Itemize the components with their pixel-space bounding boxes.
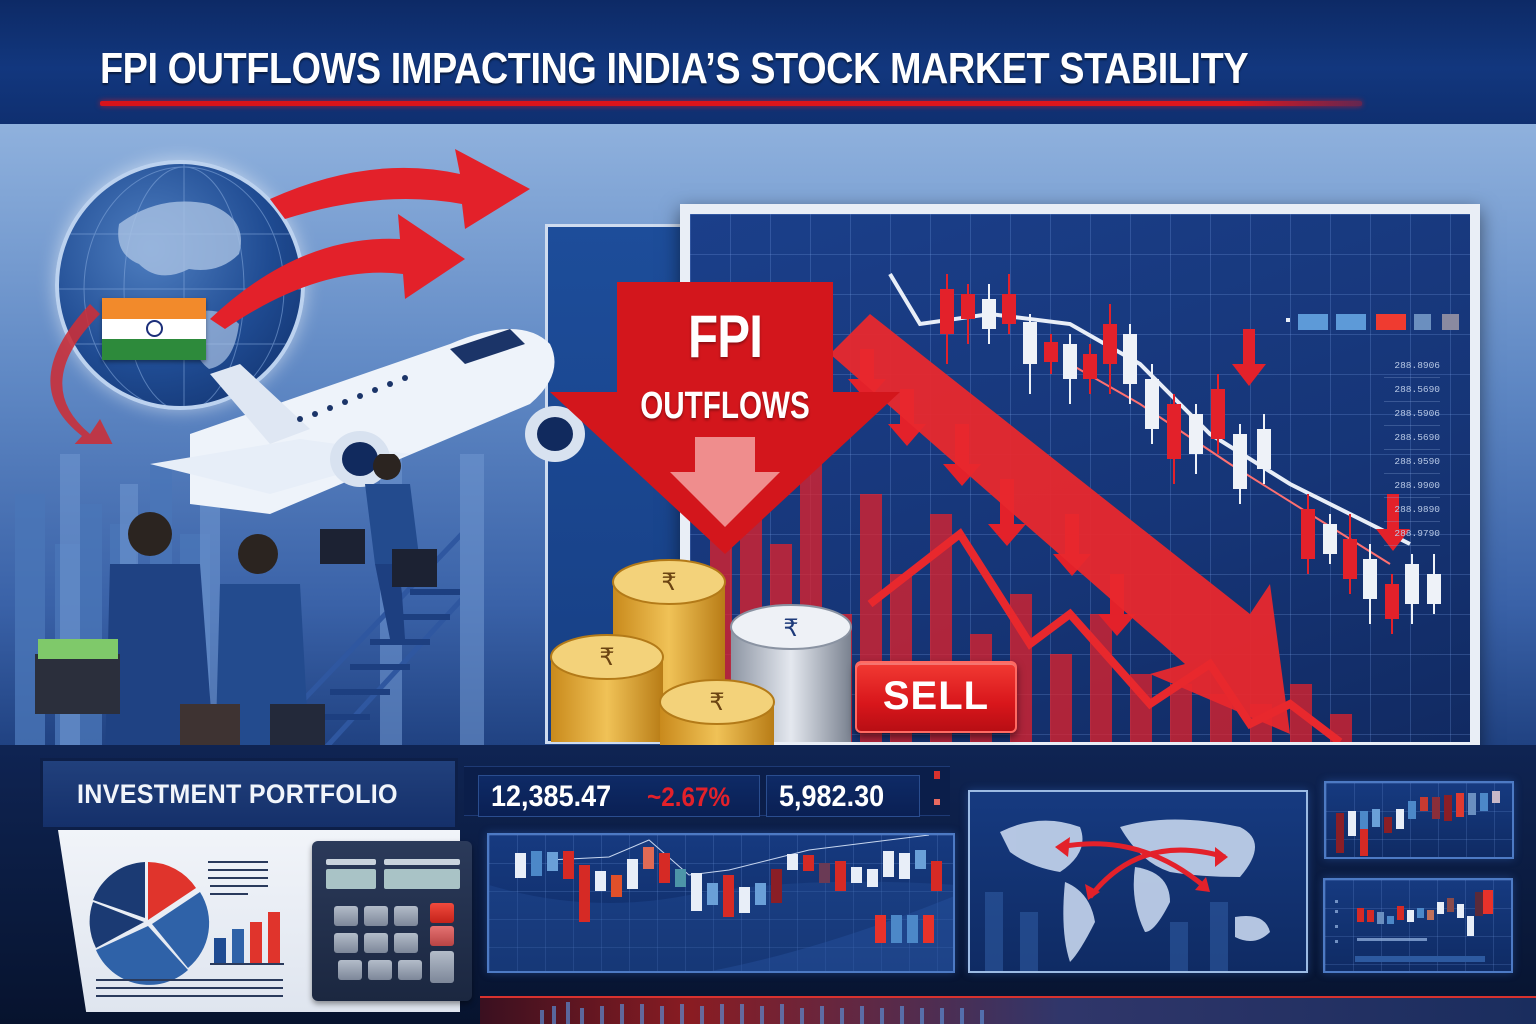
bar-chart-icon: [210, 912, 284, 965]
investor-boarding: [320, 454, 437, 639]
toolbar-button[interactable]: [1442, 314, 1459, 330]
airplane-icon: [150, 329, 585, 514]
portfolio-header: INVESTMENT PORTFOLIO: [40, 758, 458, 830]
capital-flow-arrows: [50, 149, 530, 444]
price-label: 288.9900: [1384, 474, 1440, 498]
index-change: ~2.67%: [647, 782, 731, 812]
sell-button[interactable]: SELL: [855, 661, 1017, 733]
fpi-badge-title: FPI: [687, 303, 763, 370]
india-flag-icon: [102, 298, 206, 360]
price-label: 288.8906: [1384, 354, 1440, 378]
title-underline: [100, 101, 1362, 106]
world-map-panel: [968, 790, 1308, 973]
mini-chart-bottom: [1323, 878, 1513, 973]
volume-histogram: [540, 1002, 984, 1024]
pie-chart-icon: [89, 862, 210, 985]
toolbar-button[interactable]: [1286, 318, 1290, 322]
mini-chart-top: [1324, 781, 1514, 859]
departing-investors: [35, 454, 460, 764]
fpi-outflows-badge: [550, 282, 900, 554]
chart-toolbar: [1286, 314, 1459, 334]
hero-scene: 288.8906 288.5690 288.5906 288.5690 288.…: [0, 124, 1536, 764]
toolbar-button[interactable]: [1414, 314, 1431, 330]
candlestick-mini-chart: [1336, 791, 1500, 856]
investment-portfolio-card: INVESTMENT PORTFOLIO: [40, 758, 472, 1012]
price-label: 288.5906: [1384, 402, 1440, 426]
svg-text:₹: ₹: [599, 643, 614, 671]
index-ticker[interactable]: 12,385.47 ~2.67%: [478, 775, 760, 817]
toolbar-button[interactable]: [1376, 314, 1406, 330]
fpi-badge-subtitle: OUTFLOWS: [640, 385, 810, 427]
portfolio-title: INVESTMENT PORTFOLIO: [77, 779, 398, 809]
svg-text:₹: ₹: [783, 614, 798, 642]
ticker-bar: 12,385.47 ~2.67% 5,982.30: [464, 766, 950, 817]
ticker-indicator: [934, 771, 940, 779]
candlestick-mini-chart: [1335, 890, 1493, 962]
toolbar-button[interactable]: [1298, 314, 1328, 330]
secondary-value: 5,982.30: [779, 780, 885, 813]
portfolio-charts: [89, 861, 284, 997]
price-scale: 288.8906 288.5690 288.5906 288.5690 288.…: [1384, 354, 1440, 546]
price-label: 288.5690: [1384, 378, 1440, 402]
price-label: 288.9790: [1384, 522, 1440, 546]
index-value: 12,385.47: [491, 780, 612, 813]
down-arrow-icon: [670, 437, 780, 527]
world-map-capital-flows: [985, 819, 1270, 971]
price-label: 288.5690: [1384, 426, 1440, 450]
calculator-icon: [312, 841, 472, 1001]
page-title: FPI OUTFLOWS IMPACTING INDIA’S STOCK MAR…: [100, 44, 1249, 93]
svg-text:₹: ₹: [661, 568, 676, 596]
price-label: 288.9590: [1384, 450, 1440, 474]
header-banner: FPI OUTFLOWS IMPACTING INDIA’S STOCK MAR…: [0, 0, 1536, 124]
rupee-coin-stacks: ₹ ₹ ₹ ₹: [550, 559, 852, 747]
candlestick-panel: [487, 833, 955, 973]
secondary-ticker[interactable]: 5,982.30: [766, 775, 920, 817]
price-label: 288.9890: [1384, 498, 1440, 522]
candlestick-mini-chart: [489, 835, 953, 971]
ticker-indicator: [934, 799, 940, 805]
svg-text:₹: ₹: [709, 688, 724, 716]
toolbar-button[interactable]: [1336, 314, 1366, 330]
footer-volume-bar: [480, 996, 1536, 1024]
